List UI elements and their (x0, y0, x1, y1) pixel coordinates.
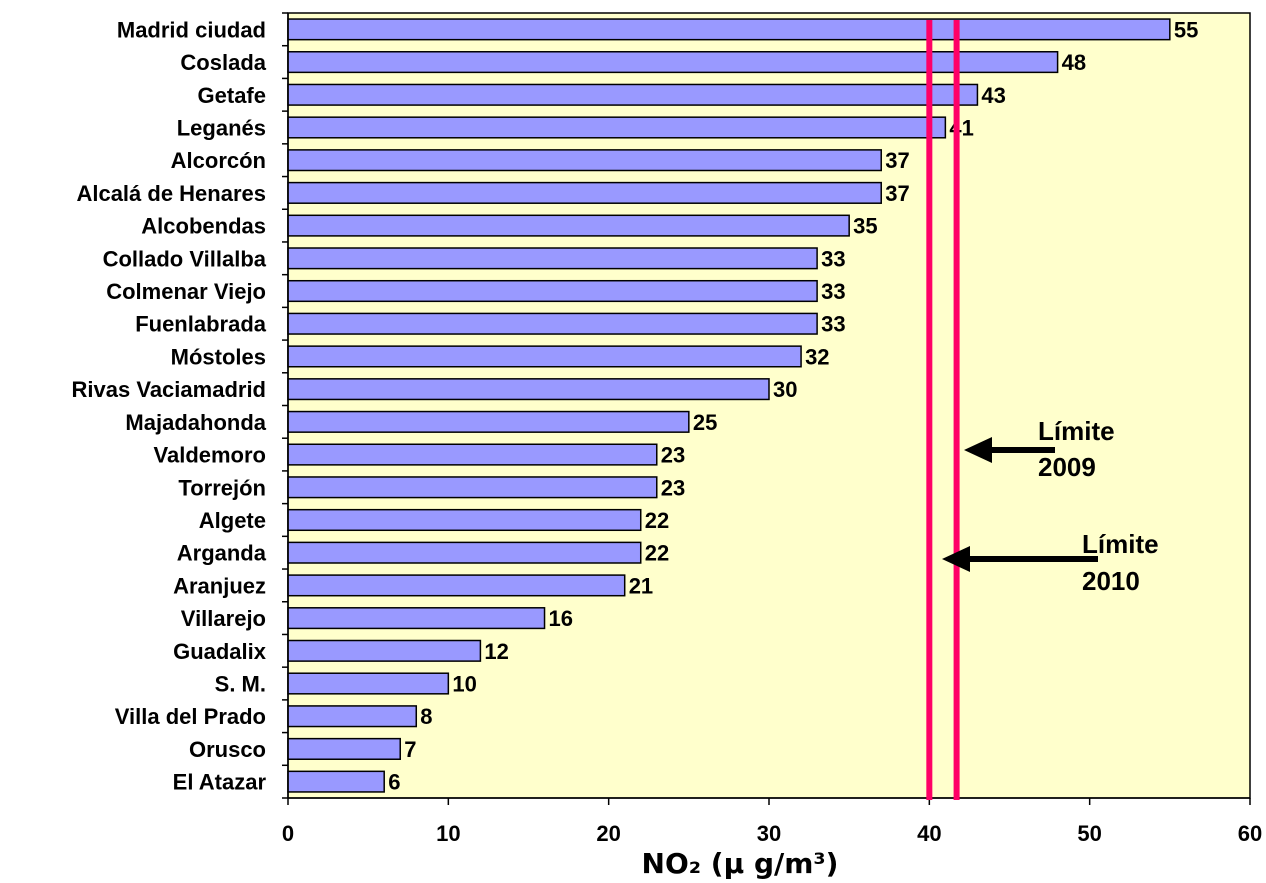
value-label: 8 (420, 704, 432, 729)
bar (287, 476, 658, 499)
category-label: Torrejón (178, 475, 266, 500)
x-tick-label: 0 (282, 821, 294, 846)
value-label: 10 (452, 672, 476, 697)
category-label: Móstoles (171, 344, 266, 369)
bar (287, 51, 1059, 74)
value-label: 37 (885, 181, 909, 206)
bar (287, 345, 802, 368)
bar (287, 279, 818, 303)
category-label: Colmenar Viejo (106, 279, 266, 304)
category-label: Villa del Prado (115, 704, 266, 729)
category-label: Alcorcón (171, 148, 266, 173)
bar (287, 705, 418, 728)
bar (287, 312, 818, 335)
value-label: 23 (661, 443, 685, 468)
value-label: 48 (1062, 50, 1086, 75)
bar (287, 508, 642, 532)
value-label: 12 (484, 639, 508, 664)
bar (287, 83, 979, 106)
arrow-head (942, 546, 970, 572)
value-label: 33 (821, 246, 845, 271)
bar (287, 181, 882, 204)
x-tick-label: 20 (596, 821, 620, 846)
x-tick-label: 60 (1238, 821, 1262, 846)
category-label: Rivas Vaciamadrid (72, 377, 266, 402)
category-label: Aranjuez (173, 573, 266, 598)
value-labels: 55 48 43 41 37 37 35 33 33 33 32 30 25 23 23 22 22 21 16 12… (388, 17, 1198, 794)
category-label: Orusco (189, 737, 266, 762)
x-tick-label: 50 (1077, 821, 1101, 846)
category-label: Collado Villalba (103, 246, 267, 271)
limit-year: 2009 (1038, 452, 1096, 482)
bar (287, 443, 658, 466)
value-label: 41 (949, 115, 973, 140)
bar (287, 149, 882, 172)
category-label: Alcobendas (141, 214, 266, 239)
category-label: El Atazar (173, 770, 267, 795)
value-label: 22 (645, 541, 669, 566)
bar (287, 541, 642, 564)
bar (287, 18, 1171, 41)
bar (287, 737, 401, 760)
category-label: Guadalix (173, 639, 267, 664)
value-label: 6 (388, 770, 400, 795)
value-label: 33 (821, 312, 845, 337)
bar (287, 378, 770, 401)
category-labels: Madrid ciudad Coslada Getafe Leganés Alcorcó… (72, 17, 267, 794)
category-label: Arganda (177, 541, 267, 566)
bar (287, 770, 385, 793)
value-label: 21 (629, 573, 653, 598)
bar (287, 214, 850, 237)
category-label: Alcalá de Henares (76, 181, 266, 206)
bar (287, 639, 482, 662)
value-label: 37 (885, 148, 909, 173)
category-label: Majadahonda (125, 410, 266, 435)
x-axis-title: NO₂ (µ g/m³) (642, 847, 839, 880)
bar (287, 672, 450, 695)
bar (287, 247, 818, 270)
value-label: 55 (1174, 17, 1198, 42)
limit-label: Límite (1082, 529, 1159, 559)
value-label: 23 (661, 475, 685, 500)
category-label: Getafe (198, 83, 266, 108)
bars-layer (287, 18, 1171, 793)
limit-label: Límite (1038, 416, 1115, 446)
category-label: Valdemoro (154, 443, 266, 468)
x-tick-label: 10 (436, 821, 460, 846)
value-label: 16 (549, 606, 573, 631)
annotations: Límite 2009 Límite 2010 (942, 416, 1159, 596)
x-tick-label: 30 (757, 821, 781, 846)
x-tick-label: 40 (917, 821, 941, 846)
bar (287, 410, 690, 433)
category-label: Coslada (180, 50, 266, 75)
arrow-head (964, 437, 992, 463)
value-label: 22 (645, 508, 669, 533)
value-label: 35 (853, 214, 877, 239)
category-label: Villarejo (181, 606, 266, 631)
value-label: 7 (404, 737, 416, 762)
category-label: Madrid ciudad (117, 17, 266, 42)
bar (287, 574, 626, 597)
category-label: Leganés (177, 115, 266, 140)
limit-year: 2010 (1082, 566, 1140, 596)
value-label: 25 (693, 410, 717, 435)
category-label: Fuenlabrada (135, 312, 267, 337)
bar (287, 607, 546, 630)
reference-lines (926, 20, 960, 800)
bar (287, 116, 947, 139)
value-label: 30 (773, 377, 797, 402)
value-label: 43 (981, 83, 1005, 108)
value-label: 32 (805, 344, 829, 369)
category-label: Algete (199, 508, 266, 533)
value-label: 33 (821, 279, 845, 304)
x-axis: 0 10 20 30 40 50 60 (282, 12, 1262, 846)
category-label: S. M. (215, 672, 266, 697)
plot-area (287, 12, 1251, 799)
